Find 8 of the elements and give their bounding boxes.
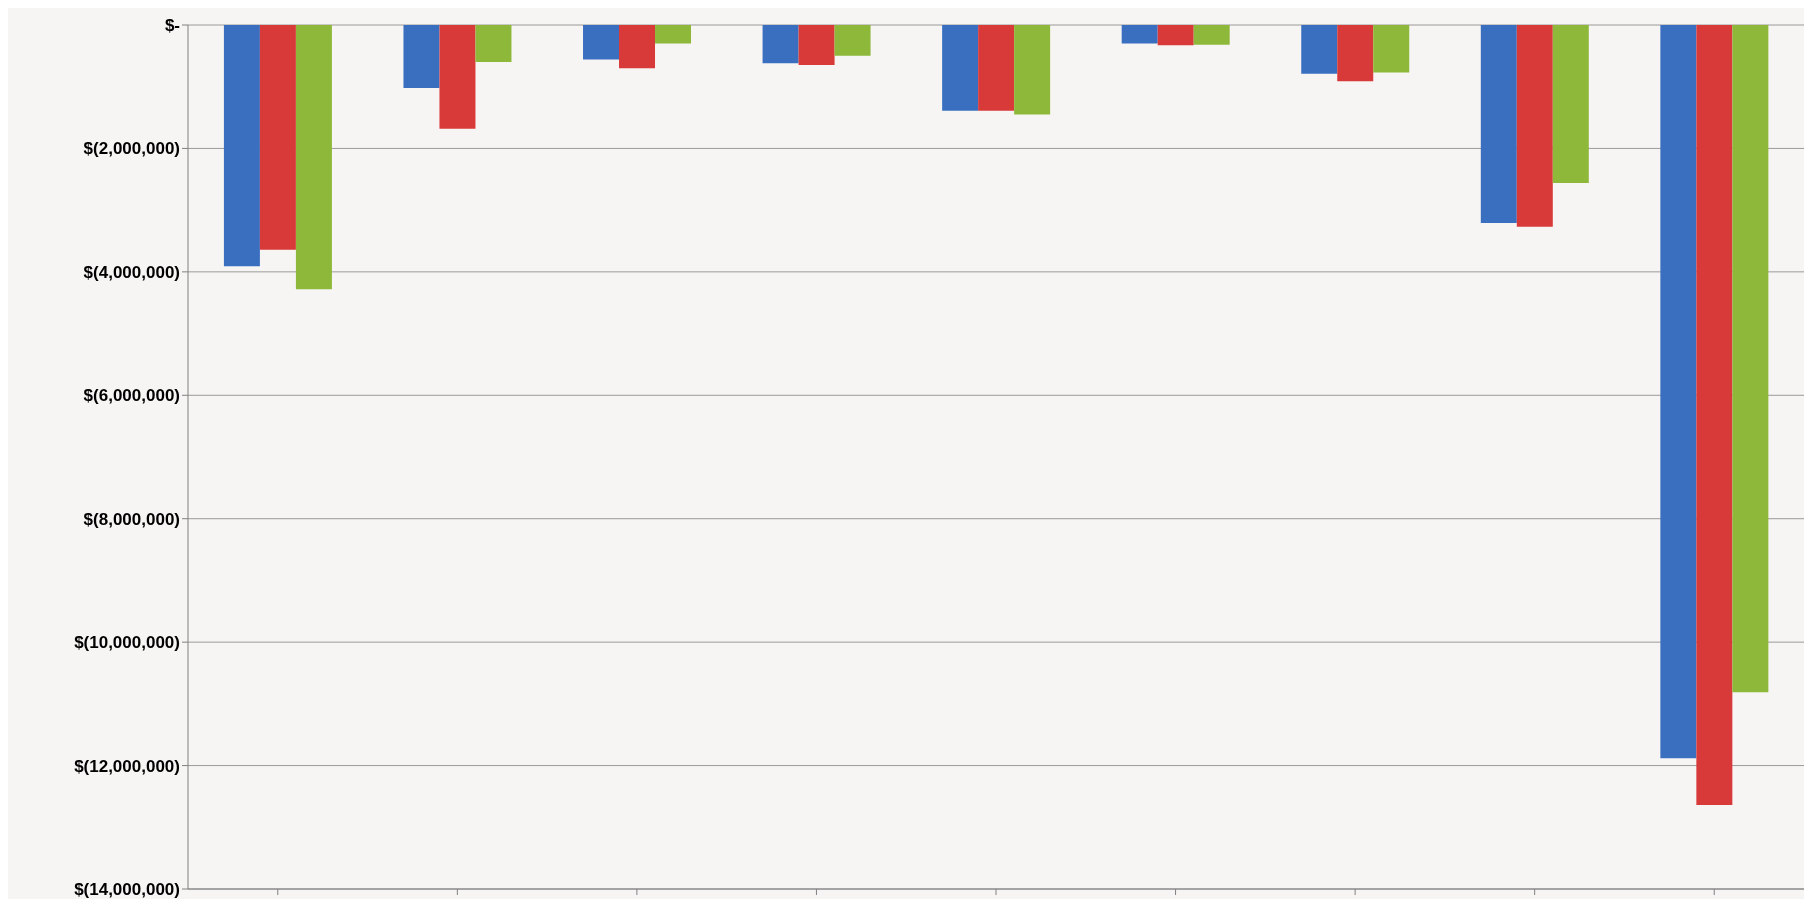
y-tick-label: $(10,000,000) <box>74 633 180 653</box>
y-tick-label: $(4,000,000) <box>83 262 180 282</box>
y-tick-label: $(2,000,000) <box>83 139 180 159</box>
y-tick-label: $(6,000,000) <box>83 386 180 406</box>
y-tick-label: $- <box>164 16 180 36</box>
y-tick-label: $(8,000,000) <box>83 509 180 529</box>
y-tick-label: $(12,000,000) <box>74 756 180 776</box>
y-tick-label: $(14,000,000) <box>74 880 180 899</box>
